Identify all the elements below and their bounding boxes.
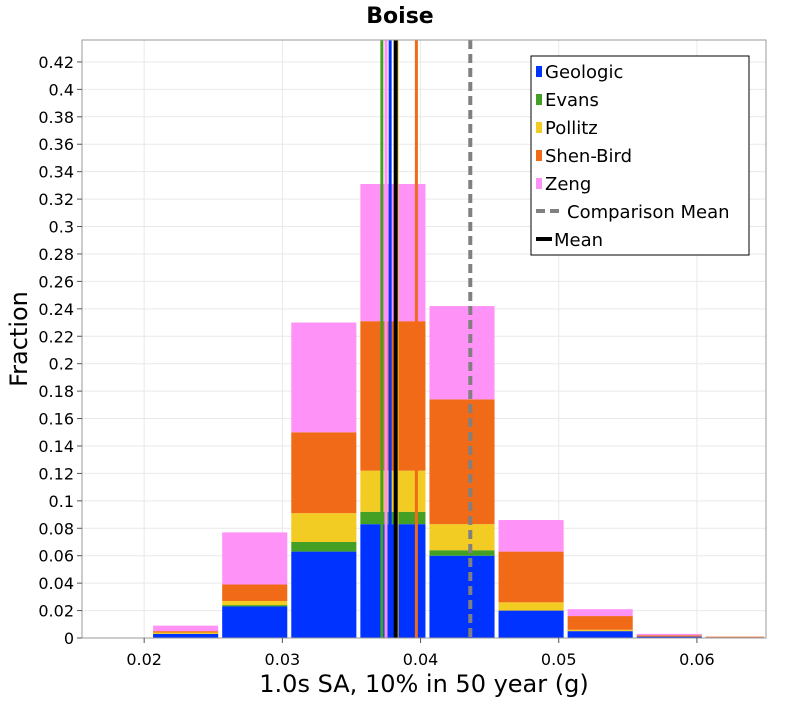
- y-tick-label: 0.38: [38, 108, 74, 127]
- bar-segment-evans: [429, 550, 495, 556]
- bar-segment-geologic: [567, 631, 633, 638]
- bar-segment-shen-bird: [705, 636, 764, 638]
- y-tick-label: 0.04: [38, 574, 74, 593]
- x-tick-label: 0.05: [541, 650, 577, 669]
- bars: [153, 184, 764, 638]
- y-tick-label: 0.24: [38, 300, 74, 319]
- x-axis-ticks: 0.02 0.03 0.04 0.05 0.06: [126, 638, 715, 669]
- bar-segment-pollitz: [429, 524, 495, 551]
- bar-segment-shen-bird: [429, 399, 495, 525]
- bar-segment-pollitz: [498, 602, 564, 611]
- y-tick-label: 0.3: [49, 218, 74, 237]
- bar-segment-shen-bird: [567, 616, 633, 630]
- bar-segment-shen-bird: [498, 551, 564, 603]
- y-tick-label: 0.26: [38, 272, 74, 291]
- bar-segment-pollitz: [567, 629, 633, 632]
- y-tick-label: 0.1: [49, 492, 74, 511]
- bar-segment-zeng: [153, 625, 219, 632]
- bar-segment-zeng: [429, 306, 495, 400]
- legend: Geologic Evans Pollitz Shen-Bird Zeng Compari…: [530, 55, 750, 256]
- bar-segment-pollitz: [153, 632, 219, 634]
- legend-label-evans: Evans: [545, 90, 599, 111]
- y-tick-label: 0.06: [38, 547, 74, 566]
- legend-label-mean: Mean: [554, 230, 603, 251]
- x-tick-label: 0.04: [403, 650, 439, 669]
- mean-lines: [380, 40, 473, 638]
- bar-segment-evans: [291, 541, 357, 552]
- y-tick-label: 0.36: [38, 135, 74, 154]
- y-tick-label: 0.32: [38, 190, 74, 209]
- legend-swatch-geologic: [536, 66, 542, 77]
- bar-segment-geologic: [222, 606, 288, 638]
- bar-segment-pollitz: [360, 470, 426, 512]
- legend-label-geologic: Geologic: [545, 62, 623, 83]
- bar-segment-geologic: [429, 555, 495, 638]
- legend-swatch-pollitz: [536, 122, 542, 133]
- bar-segment-pollitz: [291, 513, 357, 542]
- bar-segment-shen-bird: [153, 631, 219, 633]
- legend-label-comparison-mean: Comparison Mean: [567, 202, 730, 223]
- chart-title: Boise: [366, 4, 433, 29]
- bar-segment-zeng: [360, 184, 426, 322]
- legend-label-zeng: Zeng: [545, 174, 591, 195]
- y-tick-label: 0.42: [38, 53, 74, 72]
- bar-segment-zeng: [498, 520, 564, 552]
- bar-segment-shen-bird: [360, 321, 426, 471]
- bar-segment-geologic: [360, 524, 426, 638]
- y-tick-label: 0.2: [49, 355, 74, 374]
- x-tick-label: 0.06: [679, 650, 715, 669]
- bar-segment-evans: [222, 605, 288, 607]
- x-axis-label: 1.0s SA, 10% in 50 year (g): [259, 670, 588, 698]
- y-tick-label: 0.22: [38, 327, 74, 346]
- bar-segment-zeng: [636, 633, 702, 636]
- legend-swatch-zeng: [536, 178, 542, 189]
- y-tick-label: 0: [64, 629, 74, 648]
- y-axis-label: Fraction: [5, 291, 33, 387]
- y-tick-label: 0.34: [38, 163, 74, 182]
- bar-segment-pollitz: [222, 600, 288, 606]
- y-tick-label: 0.08: [38, 519, 74, 538]
- bar-segment-zeng: [222, 532, 288, 585]
- legend-box: [530, 55, 750, 256]
- bar-segment-geologic: [636, 636, 702, 638]
- y-tick-label: 0.12: [38, 464, 74, 483]
- legend-label-pollitz: Pollitz: [545, 118, 598, 139]
- x-tick-label: 0.02: [126, 650, 162, 669]
- bar-segment-shen-bird: [222, 584, 288, 601]
- y-tick-label: 0.14: [38, 437, 74, 456]
- y-axis-ticks: 0 0.02 0.04 0.06 0.08 0.1 0.12 0.14 0.16 0.18 0.2 0…: [38, 53, 82, 648]
- y-tick-label: 0.28: [38, 245, 74, 264]
- bar-segment-shen-bird: [291, 432, 357, 514]
- legend-label-shen-bird: Shen-Bird: [545, 146, 632, 167]
- legend-swatch-shen-bird: [536, 150, 542, 161]
- y-tick-label: 0.18: [38, 382, 74, 401]
- x-tick-label: 0.03: [265, 650, 301, 669]
- bar-segment-zeng: [291, 322, 357, 433]
- bar-segment-geologic: [153, 633, 219, 638]
- bar-segment-evans: [360, 511, 426, 525]
- bar-segment-zeng: [567, 609, 633, 617]
- bar-segment-geologic: [498, 610, 564, 638]
- bar-segment-geologic: [291, 551, 357, 638]
- y-tick-label: 0.16: [38, 410, 74, 429]
- y-tick-label: 0.02: [38, 602, 74, 621]
- bar-segment-shen-bird: [636, 635, 702, 637]
- legend-swatch-evans: [536, 94, 542, 105]
- plot-frame: [81, 39, 767, 639]
- y-tick-label: 0.4: [49, 80, 74, 99]
